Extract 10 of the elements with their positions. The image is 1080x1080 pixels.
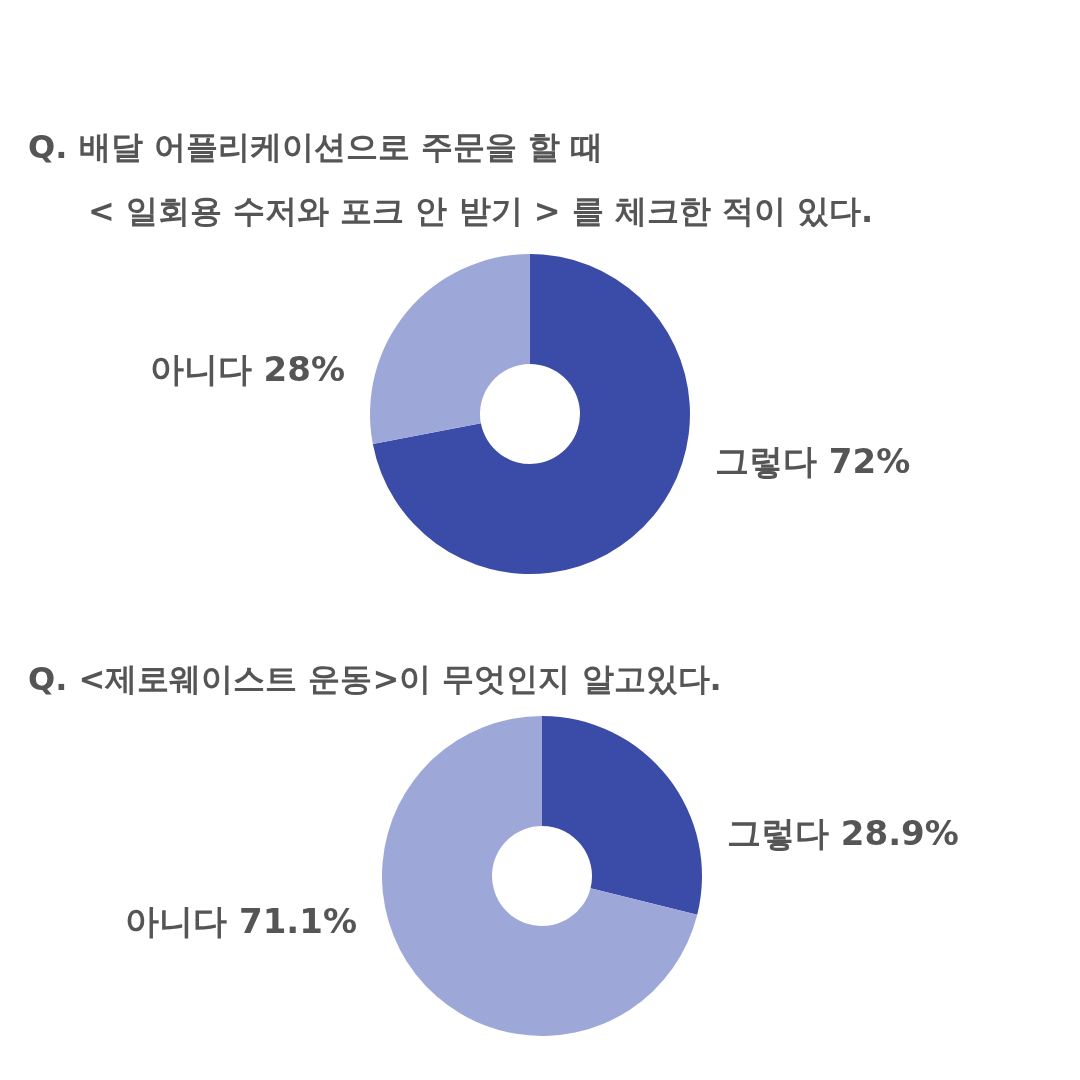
data-label: 71.1% [239, 901, 357, 942]
slice-label: 그렇다 [715, 440, 829, 481]
data-label: 28% [263, 349, 345, 390]
data-label: 28.9% [840, 812, 959, 853]
data-label: 72% [828, 440, 911, 481]
slice-label: 아니다 [125, 901, 240, 942]
slice-label: 아니다 [149, 349, 264, 390]
chart-title: Q. 배달 어플리케이션으로 주문을 할 때 < 일회용 수저와 포크 안 받기 > 를 체크한 적이 있다. [28, 128, 874, 230]
slice-label: 그렇다 [727, 812, 841, 853]
chart-title: Q. <제로웨이스트 운동>이 무엇인지 알고있다. [28, 660, 722, 698]
